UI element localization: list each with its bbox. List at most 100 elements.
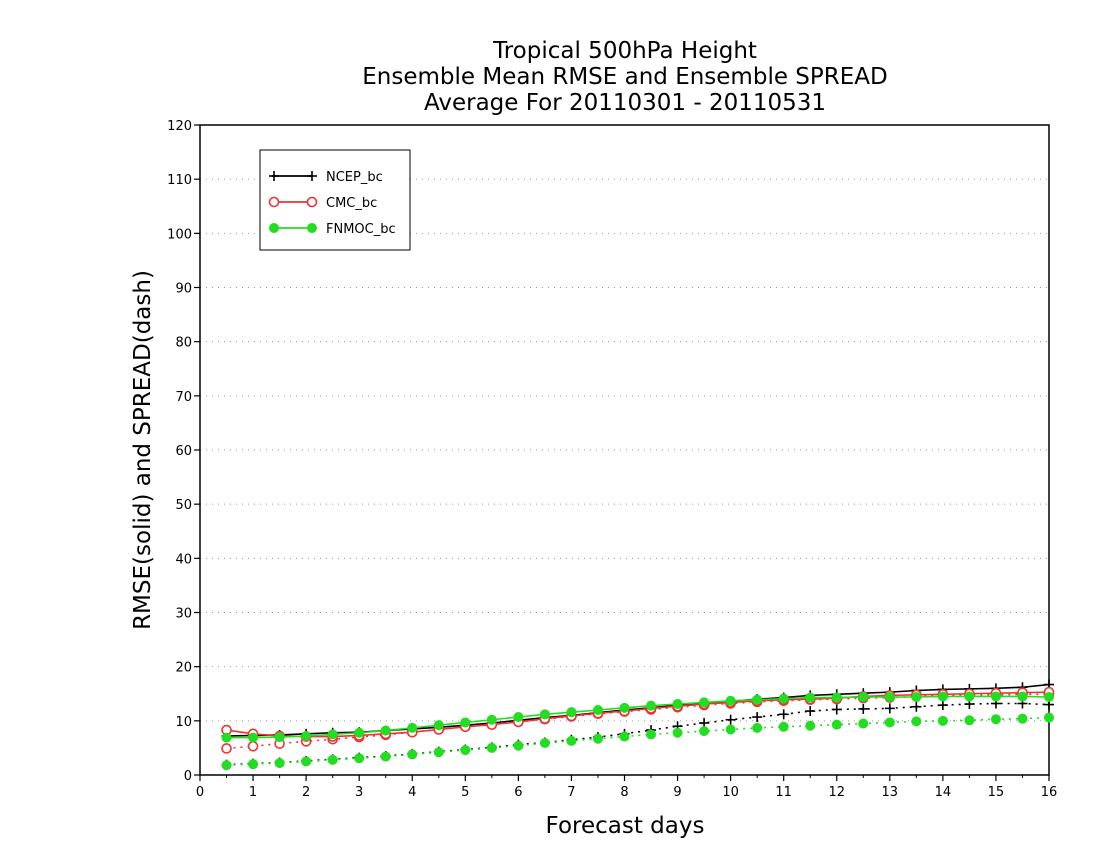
fnmoc-bc-rmse-point xyxy=(433,720,444,731)
x-axis-label: Forecast days xyxy=(546,813,705,839)
fnmoc-bc-rmse-point xyxy=(248,732,259,743)
plot-area xyxy=(199,124,1055,776)
series-fnmoc-bc xyxy=(221,691,1054,771)
y-tick-label-10: 10 xyxy=(175,715,192,730)
fnmoc-bc-rmse-point xyxy=(539,709,550,720)
y-tick-label-20: 20 xyxy=(175,661,192,676)
legend-label-fnmoc-bc: FNMOC_bc xyxy=(326,222,396,237)
fnmoc-bc-rmse-point xyxy=(1017,691,1028,702)
fnmoc-bc-rmse-point xyxy=(646,700,657,711)
fnmoc-bc-rmse-point xyxy=(752,694,763,705)
x-tick-label-3: 3 xyxy=(355,785,363,800)
fnmoc-bc-spread-point xyxy=(805,720,816,731)
chart-title-line-3: Average For 20110301 - 20110531 xyxy=(424,90,826,116)
fnmoc-bc-rmse-point xyxy=(1044,692,1054,702)
ncep-bc-spread-point xyxy=(805,706,816,717)
fnmoc-bc-rmse-point xyxy=(380,725,391,736)
legend-marker-start xyxy=(269,171,279,181)
fnmoc-bc-spread-point xyxy=(699,726,710,737)
ncep-bc-spread-point xyxy=(725,714,736,725)
fnmoc-bc-rmse-point xyxy=(221,732,232,743)
fnmoc-bc-rmse-point xyxy=(699,697,710,708)
fnmoc-bc-spread-point xyxy=(433,747,444,758)
fnmoc-bc-rmse-point xyxy=(778,693,789,704)
fnmoc-bc-rmse-point xyxy=(407,722,418,733)
fnmoc-bc-spread-point xyxy=(301,756,312,767)
legend-marker-start xyxy=(268,196,280,208)
fnmoc-bc-spread-point xyxy=(725,724,736,735)
x-tick-label-7: 7 xyxy=(567,785,575,800)
y-tick-label-110: 110 xyxy=(167,173,192,188)
x-tick-label-15: 15 xyxy=(988,785,1005,800)
x-tick-label-6: 6 xyxy=(514,785,522,800)
fnmoc-bc-spread-point xyxy=(1017,713,1028,724)
fnmoc-bc-rmse-point xyxy=(301,731,312,741)
x-tick-label-14: 14 xyxy=(935,785,952,800)
legend-label-cmc-bc: CMC_bc xyxy=(326,196,377,211)
series-ncep-bc xyxy=(221,679,1054,770)
fnmoc-bc-rmse-point xyxy=(486,714,497,725)
fnmoc-bc-rmse-point xyxy=(460,717,471,728)
fnmoc-bc-spread-point xyxy=(221,760,232,771)
fnmoc-bc-rmse-point xyxy=(327,729,338,740)
fnmoc-bc-spread-point xyxy=(752,722,763,733)
y-tick-label-60: 60 xyxy=(175,444,192,459)
fnmoc-bc-spread-point xyxy=(619,731,630,742)
fnmoc-bc-rmse-point xyxy=(513,712,524,723)
fnmoc-bc-spread-point xyxy=(1044,712,1054,723)
x-tick-label-2: 2 xyxy=(302,785,310,800)
y-tick-label-120: 120 xyxy=(167,119,192,134)
legend-item-fnmoc-bc: FNMOC_bc xyxy=(269,222,396,237)
fnmoc-bc-spread-point xyxy=(884,717,895,728)
fnmoc-bc-spread-point xyxy=(566,735,577,746)
fnmoc-bc-spread-point xyxy=(646,729,657,740)
fnmoc-bc-spread-point xyxy=(964,715,975,726)
legend-marker-start xyxy=(269,223,279,233)
fnmoc-bc-spread-point xyxy=(274,758,285,769)
legend-label-ncep-bc: NCEP_bc xyxy=(326,170,383,185)
fnmoc-bc-rmse-point xyxy=(592,705,603,715)
legend: NCEP_bc CMC_bc FNMOC_bc xyxy=(259,149,411,251)
fnmoc-bc-spread-point xyxy=(672,727,683,738)
legend-item-cmc-bc: CMC_bc xyxy=(268,196,377,211)
fnmoc-bc-spread-point xyxy=(911,716,922,727)
fnmoc-bc-rmse-point xyxy=(619,702,630,713)
fnmoc-bc-rmse-point xyxy=(831,692,842,703)
x-tick-label-13: 13 xyxy=(882,785,899,800)
x-tick-label-5: 5 xyxy=(461,785,469,800)
cmc-bc-spread-point xyxy=(247,740,259,752)
grid-lines xyxy=(200,178,1049,722)
fnmoc-bc-rmse-point xyxy=(964,691,975,702)
fnmoc-bc-rmse-point xyxy=(911,692,922,702)
fnmoc-bc-spread-point xyxy=(354,753,365,764)
fnmoc-bc-spread-line xyxy=(226,716,1050,767)
ncep-bc-spread-point xyxy=(752,712,763,723)
y-tick-label-40: 40 xyxy=(175,552,192,567)
fnmoc-bc-spread-point xyxy=(380,751,391,762)
fnmoc-bc-rmse-point xyxy=(937,691,948,702)
x-tick-label-9: 9 xyxy=(673,785,681,800)
y-tick-label-100: 100 xyxy=(167,227,192,242)
fnmoc-bc-rmse-point xyxy=(990,691,1001,702)
y-tick-label-30: 30 xyxy=(175,607,192,622)
fnmoc-bc-rmse-point xyxy=(805,692,816,703)
fnmoc-bc-spread-point xyxy=(486,742,497,753)
fnmoc-bc-spread-point xyxy=(407,749,418,760)
x-tick-label-12: 12 xyxy=(828,785,845,800)
fnmoc-bc-rmse-point xyxy=(566,707,577,718)
fnmoc-bc-spread-point xyxy=(592,733,603,744)
cmc-bc-spread-point xyxy=(221,743,232,754)
ncep-bc-spread-point xyxy=(831,704,842,715)
fnmoc-bc-spread-point xyxy=(831,719,842,730)
fnmoc-bc-spread-point xyxy=(937,715,948,726)
ncep-bc-spread-point xyxy=(858,703,869,714)
legend-marker-end xyxy=(307,223,317,233)
fnmoc-bc-rmse-point xyxy=(274,732,285,743)
fnmoc-bc-spread-point xyxy=(248,759,259,770)
y-tick-label-0: 0 xyxy=(184,769,192,784)
fnmoc-bc-rmse-point xyxy=(725,695,736,706)
x-tick-label-4: 4 xyxy=(408,785,416,800)
y-tick-label-80: 80 xyxy=(175,336,192,351)
